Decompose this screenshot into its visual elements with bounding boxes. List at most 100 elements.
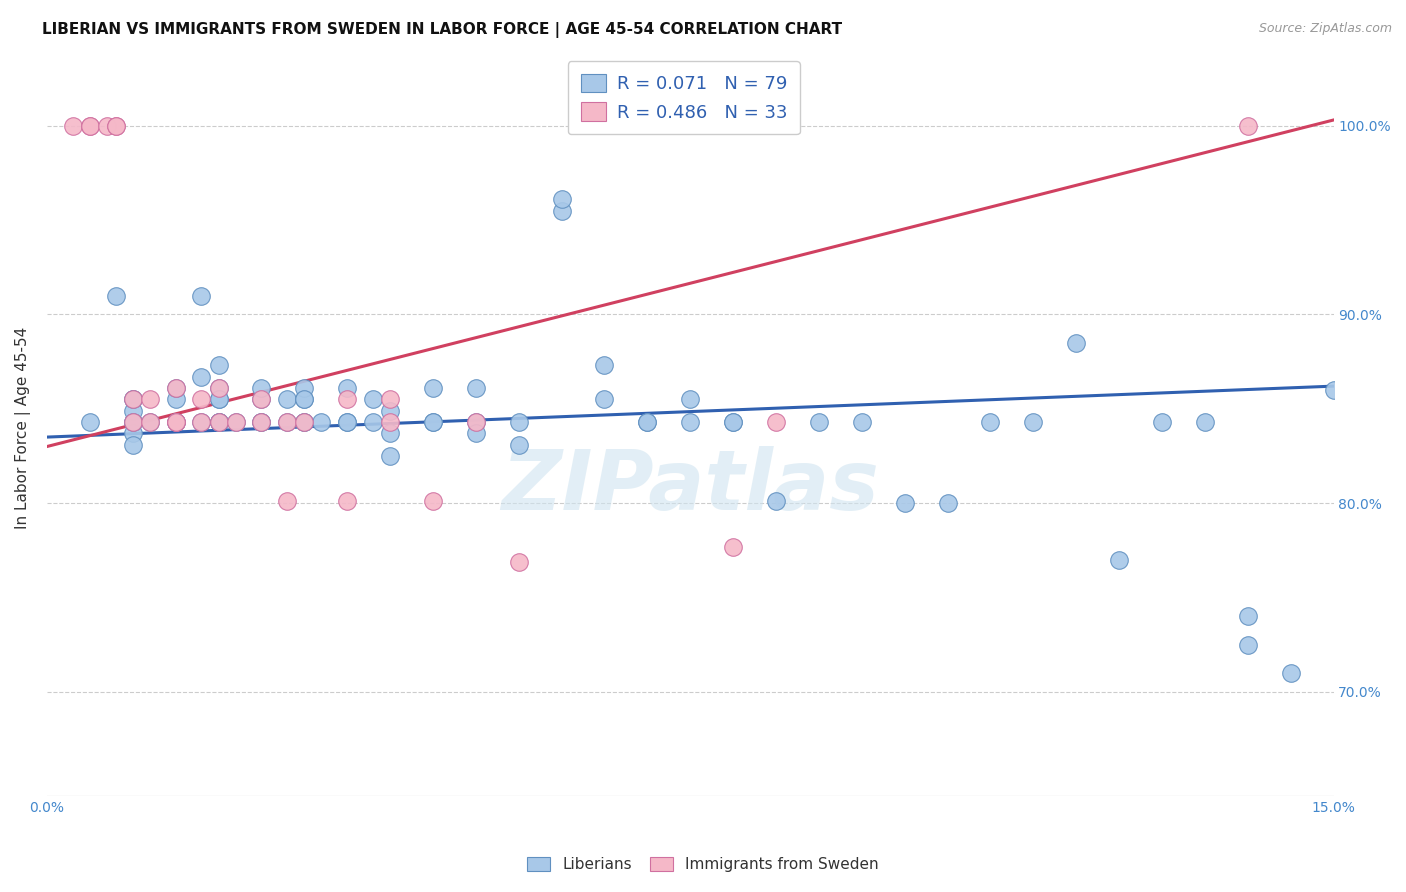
Point <box>104 288 127 302</box>
Point <box>207 415 229 429</box>
Point <box>508 415 530 429</box>
Point <box>336 381 359 395</box>
Point <box>79 415 101 429</box>
Point <box>190 369 212 384</box>
Point <box>121 437 143 451</box>
Point <box>1236 638 1258 652</box>
Point <box>1236 609 1258 624</box>
Point <box>250 381 273 395</box>
Point <box>207 415 229 429</box>
Point <box>636 415 658 429</box>
Point <box>1108 553 1130 567</box>
Point <box>851 415 873 429</box>
Point <box>276 415 298 429</box>
Point <box>276 415 298 429</box>
Point <box>139 415 162 429</box>
Point <box>139 415 162 429</box>
Point <box>893 496 915 510</box>
Point <box>550 203 572 218</box>
Point <box>292 415 315 429</box>
Point <box>1022 415 1045 429</box>
Point <box>936 496 959 510</box>
Point <box>121 392 143 407</box>
Point <box>165 415 187 429</box>
Point <box>292 392 315 407</box>
Point <box>165 392 187 407</box>
Point <box>165 415 187 429</box>
Point <box>550 192 572 206</box>
Point <box>1194 415 1216 429</box>
Point <box>276 494 298 508</box>
Point <box>250 392 273 407</box>
Point <box>190 415 212 429</box>
Text: LIBERIAN VS IMMIGRANTS FROM SWEDEN IN LABOR FORCE | AGE 45-54 CORRELATION CHART: LIBERIAN VS IMMIGRANTS FROM SWEDEN IN LA… <box>42 22 842 38</box>
Point <box>79 119 101 133</box>
Text: Source: ZipAtlas.com: Source: ZipAtlas.com <box>1258 22 1392 36</box>
Point <box>765 415 787 429</box>
Legend: R = 0.071   N = 79, R = 0.486   N = 33: R = 0.071 N = 79, R = 0.486 N = 33 <box>568 62 800 135</box>
Point <box>361 415 384 429</box>
Point <box>765 494 787 508</box>
Point <box>250 415 273 429</box>
Point <box>225 415 247 429</box>
Point <box>336 392 359 407</box>
Point <box>121 392 143 407</box>
Point <box>292 392 315 407</box>
Point <box>679 415 702 429</box>
Point <box>121 403 143 417</box>
Point <box>464 381 486 395</box>
Point <box>139 392 162 407</box>
Point <box>979 415 1001 429</box>
Point <box>62 119 84 133</box>
Point <box>165 381 187 395</box>
Point <box>190 415 212 429</box>
Point <box>464 415 486 429</box>
Point <box>336 494 359 508</box>
Point <box>121 392 143 407</box>
Point <box>165 381 187 395</box>
Point <box>593 359 616 373</box>
Point <box>207 392 229 407</box>
Point <box>378 426 401 441</box>
Point <box>378 392 401 407</box>
Point <box>311 415 333 429</box>
Point <box>422 381 444 395</box>
Point <box>378 415 401 429</box>
Point <box>292 415 315 429</box>
Point <box>207 359 229 373</box>
Point <box>190 288 212 302</box>
Point <box>121 415 143 429</box>
Point <box>422 415 444 429</box>
Point <box>292 415 315 429</box>
Legend: Liberians, Immigrants from Sweden: Liberians, Immigrants from Sweden <box>519 849 887 880</box>
Point <box>508 555 530 569</box>
Point <box>464 415 486 429</box>
Point <box>104 119 127 133</box>
Point <box>1279 666 1302 681</box>
Point <box>121 415 143 429</box>
Point <box>96 119 118 133</box>
Point <box>336 415 359 429</box>
Point <box>721 415 744 429</box>
Point <box>721 415 744 429</box>
Point <box>121 426 143 441</box>
Point <box>508 437 530 451</box>
Point <box>250 415 273 429</box>
Point <box>1236 119 1258 133</box>
Point <box>165 415 187 429</box>
Point <box>361 392 384 407</box>
Point <box>207 415 229 429</box>
Point <box>422 494 444 508</box>
Point <box>679 392 702 407</box>
Point <box>1150 415 1173 429</box>
Point <box>250 392 273 407</box>
Y-axis label: In Labor Force | Age 45-54: In Labor Force | Age 45-54 <box>15 326 31 529</box>
Text: ZIPatlas: ZIPatlas <box>502 446 879 527</box>
Point <box>190 392 212 407</box>
Point <box>807 415 830 429</box>
Point <box>721 540 744 554</box>
Point <box>378 449 401 463</box>
Point <box>225 415 247 429</box>
Point <box>1322 383 1344 397</box>
Point <box>1064 335 1087 350</box>
